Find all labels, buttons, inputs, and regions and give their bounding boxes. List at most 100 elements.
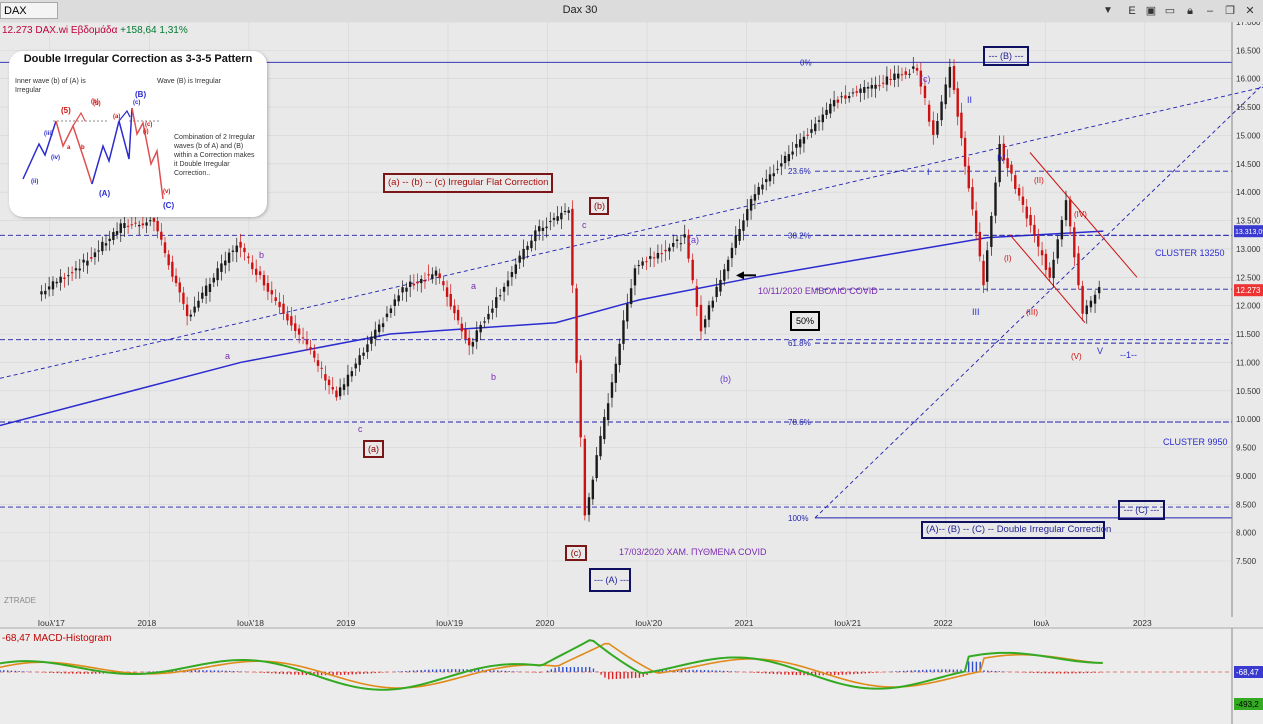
fib-level-label: 61.8% bbox=[788, 339, 811, 348]
y-tick-label: 8.000 bbox=[1236, 529, 1257, 538]
candle-body bbox=[201, 292, 204, 299]
candle-body bbox=[350, 371, 354, 377]
macd-hist-value: -68,47 bbox=[1236, 668, 1259, 677]
wave-label: c bbox=[358, 424, 363, 434]
candle-body bbox=[216, 268, 219, 281]
candle-body bbox=[802, 136, 806, 144]
x-tick-label: 2019 bbox=[336, 618, 355, 628]
layout-icon[interactable]: ▣ bbox=[1145, 5, 1157, 17]
moving-average-line bbox=[0, 230, 1104, 427]
candle-body bbox=[832, 100, 836, 107]
candle-body bbox=[456, 309, 460, 321]
candle-body bbox=[278, 301, 281, 308]
x-tick-label: Ιουλ'21 bbox=[834, 618, 861, 628]
candle-body bbox=[51, 281, 55, 290]
minimize-icon[interactable]: – bbox=[1206, 5, 1214, 17]
chart-window-title: Dax 30 bbox=[562, 4, 598, 16]
candle-body bbox=[389, 308, 393, 313]
candle-body bbox=[305, 340, 309, 345]
candle-body bbox=[963, 137, 967, 167]
candle-body bbox=[1010, 164, 1013, 174]
chevron-down-icon[interactable]: ▼ bbox=[1103, 5, 1113, 16]
wave-label: (c) bbox=[920, 74, 931, 84]
macd-line-value: -493,2 bbox=[1236, 700, 1259, 709]
candle-body bbox=[427, 274, 430, 276]
candle-body bbox=[730, 247, 734, 259]
candle-body bbox=[212, 277, 215, 283]
candle-body bbox=[70, 272, 74, 274]
candle-body bbox=[956, 88, 959, 117]
candle-body bbox=[145, 222, 148, 226]
candle-body bbox=[982, 260, 985, 286]
candle-body bbox=[309, 347, 312, 350]
candle-body bbox=[776, 168, 779, 170]
candle-body bbox=[163, 242, 167, 254]
candle-body bbox=[464, 329, 467, 339]
close-icon[interactable]: ✕ bbox=[1245, 5, 1255, 17]
candle-body bbox=[944, 84, 947, 105]
candle-body bbox=[467, 337, 471, 346]
symbol-input[interactable]: DAX bbox=[0, 2, 58, 19]
candle-body bbox=[649, 256, 652, 259]
candle-body bbox=[1097, 287, 1101, 294]
candle-body bbox=[1029, 214, 1032, 226]
candle-body bbox=[1037, 235, 1040, 247]
trendline-fan bbox=[814, 84, 1263, 519]
inset-wave-label: (i) bbox=[143, 129, 149, 135]
current-price-label: 12.273 bbox=[1236, 286, 1261, 295]
candle-body bbox=[1033, 224, 1036, 236]
candle-body bbox=[1064, 200, 1068, 221]
candle-body bbox=[971, 187, 974, 210]
channel-lower bbox=[1009, 234, 1086, 324]
watermark: ZTRADE bbox=[4, 596, 36, 605]
candle-body bbox=[286, 313, 289, 321]
monitor-icon[interactable]: ▭ bbox=[1164, 5, 1176, 17]
candle-body bbox=[897, 73, 900, 79]
candle-body bbox=[412, 283, 416, 286]
wave-label: IV bbox=[997, 153, 1006, 163]
candle-body bbox=[220, 263, 223, 272]
e-icon[interactable]: E bbox=[1128, 5, 1136, 17]
fib-level-label: 38.2% bbox=[788, 231, 811, 240]
current-price-tag bbox=[1234, 284, 1263, 297]
candle-body bbox=[595, 455, 598, 479]
candle-body bbox=[552, 217, 556, 220]
candle-body bbox=[381, 323, 385, 328]
candle-body bbox=[893, 73, 896, 80]
candle-body bbox=[495, 297, 498, 308]
candle-body bbox=[656, 252, 660, 259]
candle-body bbox=[156, 220, 159, 232]
candle-body bbox=[449, 293, 452, 307]
candle-body bbox=[377, 324, 381, 333]
candle-body bbox=[408, 281, 412, 287]
y-tick-label: 12.500 bbox=[1236, 273, 1261, 282]
candle-body bbox=[262, 274, 266, 286]
fib-level-label: 78.6% bbox=[788, 418, 811, 427]
candle-body bbox=[55, 281, 58, 284]
lock-icon[interactable]: 🔒︎ bbox=[1187, 5, 1193, 17]
candle-body bbox=[990, 215, 993, 247]
candle-body bbox=[197, 300, 200, 308]
candle-body bbox=[885, 76, 889, 85]
candle-body bbox=[420, 279, 423, 284]
candle-body bbox=[836, 99, 840, 103]
double-irregular-label: (A)-- (B) -- (C) -- Double Irregular Cor… bbox=[921, 521, 1111, 539]
candle-body bbox=[59, 276, 62, 283]
candle-body bbox=[772, 173, 775, 177]
candle-body bbox=[851, 92, 855, 94]
restore-icon[interactable]: ❐ bbox=[1225, 5, 1235, 17]
candle-body bbox=[522, 248, 525, 260]
candle-body bbox=[844, 95, 847, 99]
candle-body bbox=[1002, 143, 1005, 161]
candle-body bbox=[530, 240, 533, 249]
candle-body bbox=[1093, 294, 1097, 304]
candle-body bbox=[840, 96, 843, 98]
candle-body bbox=[672, 242, 675, 247]
inset-title: Double Irregular Correction as 3-3-5 Pat… bbox=[23, 53, 253, 65]
candle-body bbox=[538, 226, 541, 232]
candle-body bbox=[825, 109, 828, 115]
wave-label: (III) bbox=[1026, 308, 1038, 317]
candle-body bbox=[645, 261, 648, 263]
candle-body bbox=[932, 120, 935, 136]
y-tick-label: 14.000 bbox=[1236, 188, 1261, 197]
